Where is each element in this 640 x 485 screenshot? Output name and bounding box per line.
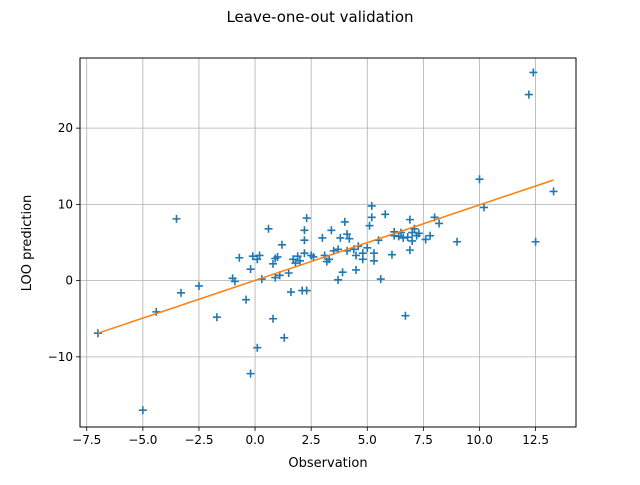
data-point: [367, 213, 376, 222]
data-point: [293, 252, 302, 261]
y-tick-label: 10: [58, 197, 73, 211]
data-point: [453, 237, 462, 246]
fit-line: [97, 179, 554, 334]
data-point: [269, 259, 278, 268]
data-point: [295, 256, 304, 265]
data-point: [531, 237, 540, 246]
data-point: [370, 249, 379, 258]
data-point: [352, 265, 361, 274]
data-point: [176, 288, 185, 297]
data-point: [352, 251, 361, 260]
data-point: [358, 249, 367, 258]
data-point: [421, 235, 430, 244]
y-axis-ticks: −10 0 10 20: [48, 121, 80, 364]
data-point: [363, 243, 372, 252]
data-point: [401, 311, 410, 320]
data-point: [475, 175, 484, 184]
data-point: [338, 268, 347, 277]
x-tick-label: 7.5: [414, 433, 433, 447]
data-point: [255, 251, 264, 260]
data-point: [271, 273, 280, 282]
data-point: [309, 252, 318, 261]
x-tick-label: 12.5: [522, 433, 549, 447]
data-point: [194, 281, 203, 290]
data-point: [327, 226, 336, 235]
data-point: [376, 275, 385, 284]
data-point: [300, 226, 309, 235]
data-point: [414, 229, 423, 238]
data-point: [302, 214, 311, 223]
x-axis-ticks: −7.5 −5.0 −2.5 0.0 2.5 5.0 7.5 10.0 12.5: [72, 427, 549, 447]
data-point: [405, 215, 414, 224]
data-point: [300, 236, 309, 245]
data-point: [253, 343, 262, 352]
data-point: [248, 252, 257, 261]
y-axis-label: LOO prediction: [20, 195, 35, 292]
data-point: [365, 221, 374, 230]
data-point: [367, 201, 376, 210]
data-point: [273, 252, 282, 261]
data-point: [524, 90, 533, 99]
y-tick-label: 20: [58, 121, 73, 135]
data-point: [336, 233, 345, 242]
data-point: [172, 214, 181, 223]
data-point: [280, 333, 289, 342]
data-point: [405, 246, 414, 255]
data-point: [302, 286, 311, 295]
data-point: [246, 369, 255, 378]
data-point: [345, 234, 354, 243]
x-tick-label: −5.0: [128, 433, 157, 447]
data-point: [284, 268, 293, 277]
data-point: [549, 187, 558, 196]
data-point: [152, 307, 161, 316]
fit-line-series: [97, 179, 554, 334]
x-tick-label: 10.0: [466, 433, 493, 447]
data-point: [381, 210, 390, 219]
data-point: [246, 265, 255, 274]
data-point: [230, 277, 239, 286]
data-point: [340, 217, 349, 226]
data-point: [334, 275, 343, 284]
data-point: [370, 256, 379, 265]
data-point: [387, 250, 396, 259]
y-tick-label: −10: [48, 350, 73, 364]
x-tick-label: −7.5: [72, 433, 101, 447]
data-point: [529, 68, 538, 77]
data-point: [479, 203, 488, 212]
data-point: [269, 314, 278, 323]
data-point: [291, 259, 300, 268]
y-tick-label: 0: [65, 274, 73, 288]
data-point: [403, 233, 412, 242]
data-point: [325, 255, 334, 264]
x-axis-label: Observation: [288, 456, 367, 471]
data-point: [435, 219, 444, 228]
data-point: [343, 230, 352, 239]
data-point: [212, 313, 221, 322]
x-tick-label: 2.5: [302, 433, 321, 447]
x-tick-label: −2.5: [184, 433, 213, 447]
data-point: [242, 295, 251, 304]
data-point: [318, 233, 327, 242]
x-tick-label: 5.0: [358, 433, 377, 447]
data-point: [426, 231, 435, 240]
data-point: [138, 406, 147, 415]
data-point: [286, 288, 295, 297]
data-point: [235, 253, 244, 262]
plot-frame: [79, 57, 577, 428]
data-point: [264, 224, 273, 233]
chart-title: Leave-one-out validation: [226, 8, 413, 26]
data-point: [408, 236, 417, 245]
data-point: [277, 240, 286, 249]
x-tick-label: 0.0: [246, 433, 265, 447]
data-point: [300, 249, 309, 258]
